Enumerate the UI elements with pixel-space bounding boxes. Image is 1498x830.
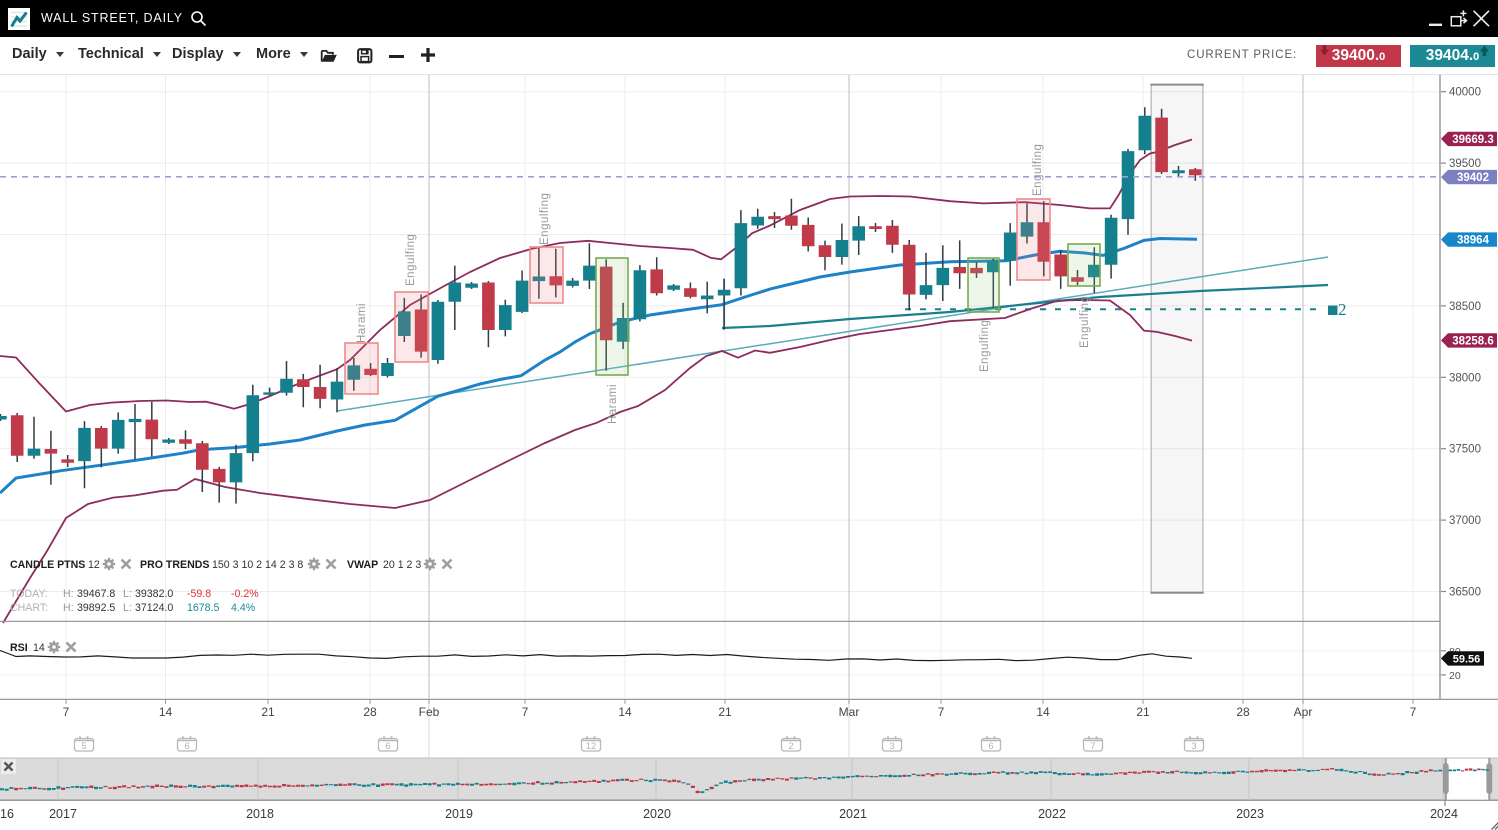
- svg-text:38964: 38964: [1457, 235, 1490, 247]
- svg-text:-59.8: -59.8: [187, 588, 211, 600]
- svg-text:38500: 38500: [1449, 301, 1481, 313]
- svg-text:36500: 36500: [1449, 587, 1481, 599]
- svg-text:RSI: RSI: [10, 642, 28, 654]
- svg-text:14: 14: [1036, 705, 1050, 719]
- svg-text:40000: 40000: [1449, 87, 1481, 99]
- svg-text:Engulfing: Engulfing: [405, 234, 417, 286]
- svg-text:2023: 2023: [1236, 807, 1264, 821]
- svg-text:21: 21: [718, 705, 732, 719]
- svg-text:3: 3: [1191, 741, 1196, 752]
- svg-text:21: 21: [261, 705, 275, 719]
- svg-text:Engulfing: Engulfing: [1079, 296, 1091, 348]
- svg-text:PRO TRENDS: PRO TRENDS: [140, 559, 209, 571]
- svg-text:39467.8: 39467.8: [77, 588, 115, 600]
- svg-text:H:: H:: [63, 602, 74, 614]
- svg-text:2017: 2017: [49, 807, 77, 821]
- svg-text:1678.5: 1678.5: [187, 602, 220, 614]
- svg-text:14: 14: [618, 705, 632, 719]
- svg-text:Engulfing: Engulfing: [979, 320, 991, 372]
- svg-text:7: 7: [938, 705, 945, 719]
- svg-text:28: 28: [1236, 705, 1250, 719]
- svg-text:39382.0: 39382.0: [135, 588, 173, 600]
- svg-text:CANDLE PTNS: CANDLE PTNS: [10, 559, 85, 571]
- svg-text:Engulfing: Engulfing: [1032, 144, 1044, 196]
- svg-text:2020: 2020: [643, 807, 671, 821]
- svg-text:7: 7: [1090, 741, 1095, 752]
- svg-text:Mar: Mar: [839, 705, 860, 719]
- svg-text:2021: 2021: [839, 807, 867, 821]
- svg-text:Harami: Harami: [356, 303, 368, 343]
- svg-text:2022: 2022: [1038, 807, 1066, 821]
- svg-text:5: 5: [81, 741, 86, 752]
- svg-text:39500: 39500: [1449, 158, 1481, 170]
- svg-text:Harami: Harami: [607, 384, 619, 424]
- svg-text:38000: 38000: [1449, 372, 1481, 384]
- svg-text:6: 6: [385, 741, 390, 752]
- svg-text:TODAY:: TODAY:: [10, 588, 48, 600]
- svg-text:20 1 2 3: 20 1 2 3: [383, 559, 421, 571]
- svg-text:Apr: Apr: [1294, 705, 1313, 719]
- svg-text:6: 6: [988, 741, 993, 752]
- svg-text:37124.0: 37124.0: [135, 602, 173, 614]
- svg-text:L:: L:: [123, 588, 132, 600]
- svg-text:7: 7: [1410, 705, 1417, 719]
- svg-text:4.4%: 4.4%: [231, 602, 256, 614]
- svg-text:2024: 2024: [1430, 807, 1458, 821]
- svg-text:7: 7: [63, 705, 70, 719]
- svg-text:39669.3: 39669.3: [1452, 134, 1494, 146]
- svg-text:12: 12: [88, 559, 100, 571]
- svg-text:3: 3: [889, 741, 894, 752]
- svg-text:2018: 2018: [246, 807, 274, 821]
- svg-text:39892.5: 39892.5: [77, 602, 115, 614]
- svg-text:2: 2: [788, 741, 793, 752]
- svg-text:L:: L:: [123, 602, 132, 614]
- svg-text:-0.2%: -0.2%: [231, 588, 259, 600]
- svg-text:38258.6: 38258.6: [1452, 335, 1494, 347]
- svg-text:2019: 2019: [445, 807, 473, 821]
- svg-text:14: 14: [159, 705, 173, 719]
- svg-text:CHART:: CHART:: [10, 602, 48, 614]
- svg-text:Feb: Feb: [419, 705, 440, 719]
- svg-text:7: 7: [522, 705, 529, 719]
- svg-text:6: 6: [184, 741, 189, 752]
- svg-text:14: 14: [33, 642, 45, 654]
- svg-text:28: 28: [363, 705, 377, 719]
- svg-text:37000: 37000: [1449, 515, 1481, 527]
- svg-text:37500: 37500: [1449, 444, 1481, 456]
- svg-text:16: 16: [0, 807, 14, 821]
- svg-text:150 3 10 2 14 2 3 8: 150 3 10 2 14 2 3 8: [212, 559, 303, 571]
- svg-text:H:: H:: [63, 588, 74, 600]
- svg-text:20: 20: [1449, 670, 1461, 682]
- svg-text:21: 21: [1136, 705, 1150, 719]
- svg-text:12: 12: [586, 741, 597, 752]
- svg-text:2: 2: [1338, 300, 1347, 319]
- svg-text:39402: 39402: [1457, 172, 1489, 184]
- svg-text:VWAP: VWAP: [347, 559, 378, 571]
- svg-text:59.56: 59.56: [1453, 653, 1481, 665]
- svg-text:Engulfing: Engulfing: [539, 193, 551, 245]
